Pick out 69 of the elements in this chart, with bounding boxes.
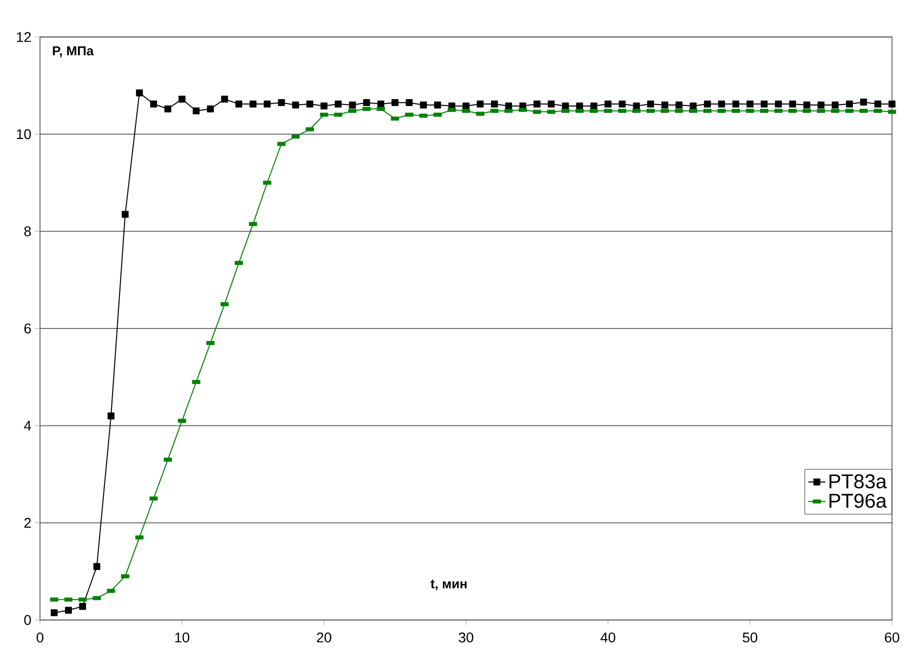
point bbox=[306, 100, 314, 108]
point bbox=[548, 100, 555, 108]
y-tick-label: 6 bbox=[24, 324, 31, 334]
legend-label: PT83a bbox=[830, 474, 887, 488]
y-tick-label: 0 bbox=[24, 615, 31, 625]
point bbox=[604, 100, 612, 108]
point bbox=[108, 412, 114, 420]
point bbox=[704, 100, 711, 108]
y-tick-label: 12 bbox=[16, 32, 31, 42]
point bbox=[618, 100, 626, 108]
point bbox=[264, 100, 271, 108]
point bbox=[334, 100, 342, 108]
point bbox=[278, 99, 285, 106]
point bbox=[774, 100, 782, 108]
point bbox=[888, 100, 896, 108]
y-axis-title: P, МПа bbox=[52, 46, 94, 58]
point bbox=[206, 105, 214, 112]
point bbox=[476, 100, 484, 108]
x-tick-label: 60 bbox=[884, 632, 900, 642]
point bbox=[420, 102, 427, 108]
y-tick-label: 8 bbox=[24, 226, 31, 236]
point bbox=[406, 99, 413, 106]
point bbox=[647, 100, 654, 108]
point bbox=[348, 102, 356, 108]
point bbox=[860, 98, 868, 106]
legend-label: PT96a bbox=[830, 494, 887, 508]
point bbox=[136, 89, 143, 96]
point bbox=[746, 100, 754, 108]
point bbox=[490, 100, 498, 108]
x-tick-label: 40 bbox=[600, 632, 616, 642]
point bbox=[64, 606, 72, 614]
point bbox=[221, 96, 228, 103]
point bbox=[50, 609, 58, 616]
y-tick-label: 4 bbox=[24, 420, 32, 430]
point bbox=[818, 102, 824, 108]
point bbox=[320, 102, 328, 110]
y-tick-label: 2 bbox=[24, 518, 31, 528]
point bbox=[93, 563, 100, 570]
point bbox=[846, 100, 853, 108]
point bbox=[534, 100, 540, 108]
point bbox=[79, 602, 86, 610]
x-tick-label: 0 bbox=[36, 632, 44, 642]
point bbox=[434, 102, 442, 108]
point bbox=[803, 102, 810, 108]
point bbox=[789, 100, 796, 108]
point bbox=[178, 96, 186, 103]
x-tick-label: 30 bbox=[458, 632, 474, 642]
point bbox=[363, 99, 370, 106]
x-tick-label: 20 bbox=[316, 632, 332, 642]
point bbox=[150, 100, 158, 108]
point bbox=[377, 100, 384, 108]
point bbox=[192, 107, 200, 114]
y-tick-label: 10 bbox=[16, 129, 31, 140]
x-tick-label: 10 bbox=[175, 632, 190, 642]
point bbox=[164, 105, 172, 112]
point bbox=[250, 100, 256, 108]
point bbox=[235, 100, 242, 108]
point bbox=[760, 100, 768, 108]
point bbox=[676, 102, 682, 108]
point bbox=[832, 102, 839, 108]
point bbox=[292, 102, 300, 108]
x-tick-label: 50 bbox=[742, 632, 758, 642]
x-axis-title: t, мин bbox=[430, 580, 467, 590]
point bbox=[874, 100, 882, 108]
point bbox=[122, 210, 129, 218]
point bbox=[392, 99, 398, 106]
point bbox=[732, 100, 740, 108]
point bbox=[718, 100, 726, 108]
point bbox=[661, 102, 668, 108]
